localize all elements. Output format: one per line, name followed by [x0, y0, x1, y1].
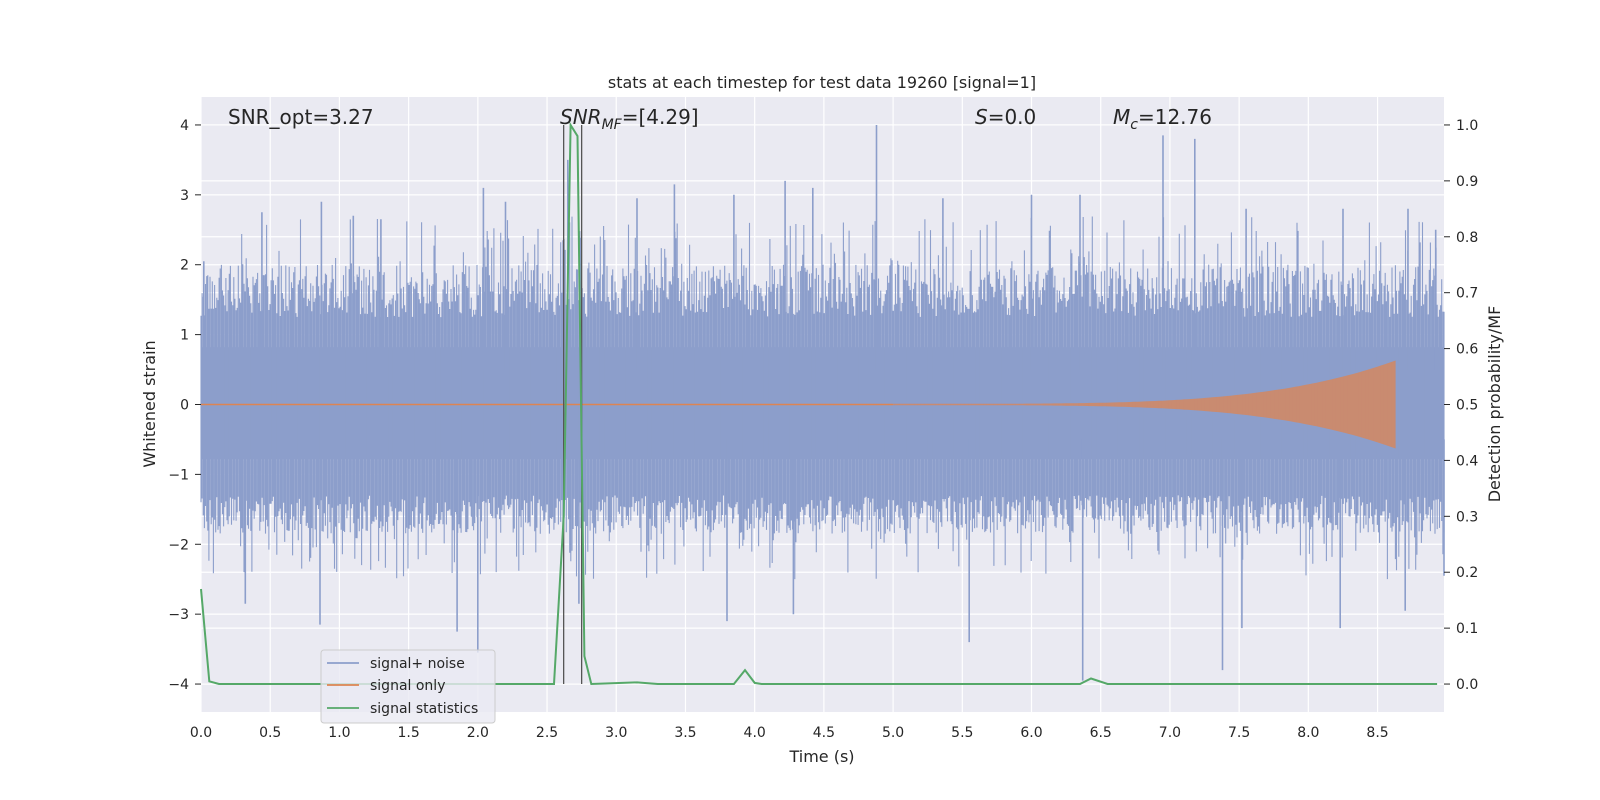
s-value: =0.0	[988, 105, 1037, 129]
y-left-tick-label: −2	[168, 537, 189, 553]
x-tick-label: 8.5	[1366, 725, 1388, 741]
y-left-tick-labels: 4 3 2 1 0 −1 −2 −3 −4	[168, 118, 201, 693]
legend: signal+ noise signal only signal statist…	[320, 649, 496, 724]
noise-spikes	[203, 125, 1445, 681]
y-right-tick-labels: 1.0 0.9 0.8 0.7 0.6 0.5 0.4 0.3 0.2 0.1 0.0	[1444, 118, 1478, 693]
y-left-tick-label: 3	[180, 188, 189, 204]
x-tick-label: 1.0	[328, 725, 350, 741]
y-left-tick-label: −3	[168, 607, 189, 623]
x-tick-label: 6.5	[1090, 725, 1112, 741]
x-tick-label: 4.5	[813, 725, 835, 741]
y-left-tick-label: 0	[180, 398, 189, 414]
signal-series	[201, 360, 1396, 449]
y-right-tick-label: 0.4	[1456, 453, 1478, 469]
x-tick-label: 5.0	[882, 725, 904, 741]
snr-mf-annotation: SNRMF=[4.29]	[560, 105, 699, 133]
x-tick-label: 5.5	[951, 725, 973, 741]
mc-annotation: Mc=12.76	[1113, 105, 1212, 133]
x-tick-label: 8.0	[1297, 725, 1319, 741]
y-right-tick-label: 1.0	[1456, 118, 1478, 134]
y-right-axis-title: Detection probability/MF	[1485, 306, 1504, 503]
x-axis-title: Time (s)	[788, 747, 854, 766]
y-right-tick-label: 0.8	[1456, 230, 1478, 246]
signal-chirp-envelope	[893, 360, 1396, 449]
y-left-tick-label: 4	[180, 118, 189, 134]
snr-opt-annotation: SNR_opt=3.27	[228, 105, 374, 129]
legend-label-signal-statistics: signal statistics	[370, 701, 478, 717]
x-tick-label: 7.5	[1228, 725, 1250, 741]
noise-trace	[200, 216, 1445, 580]
snr-mf-main: SNR	[560, 105, 602, 129]
chart-title: stats at each timestep for test data 192…	[608, 73, 1036, 92]
x-tick-label: 1.5	[397, 725, 419, 741]
y-right-tick-label: 0.1	[1456, 621, 1478, 637]
x-tick-label: 2.0	[467, 725, 489, 741]
x-tick-label: 6.0	[1020, 725, 1042, 741]
legend-label-signal-noise: signal+ noise	[370, 656, 465, 672]
y-left-tick-label: 2	[180, 258, 189, 274]
x-tick-label: 7.0	[1159, 725, 1181, 741]
y-left-tick-label: 1	[180, 328, 189, 344]
y-right-tick-label: 0.7	[1456, 286, 1478, 302]
snr-mf-subscript: MF	[602, 117, 623, 133]
y-right-tick-label: 0.2	[1456, 565, 1478, 581]
y-left-tick-label: −4	[168, 677, 189, 693]
y-right-tick-label: 0.0	[1456, 677, 1478, 693]
x-tick-label: 4.0	[744, 725, 766, 741]
s-annotation: S=0.0	[975, 105, 1036, 129]
x-tick-label: 0.5	[259, 725, 281, 741]
legend-label-signal-only: signal only	[370, 678, 445, 694]
y-right-tick-label: 0.3	[1456, 509, 1478, 525]
legend-box	[320, 649, 496, 724]
mc-value: =12.76	[1138, 105, 1212, 129]
x-tick-label: 0.0	[190, 725, 212, 741]
x-tick-label: 3.5	[674, 725, 696, 741]
y-right-tick-label: 0.9	[1456, 174, 1478, 190]
s-main: S	[975, 105, 988, 129]
mc-subscript: c	[1130, 117, 1138, 133]
y-left-tick-label: −1	[168, 467, 189, 483]
mc-main: M	[1113, 105, 1130, 129]
x-tick-label: 3.0	[605, 725, 627, 741]
y-right-tick-label: 0.6	[1456, 342, 1478, 358]
x-tick-label: 2.5	[536, 725, 558, 741]
y-right-tick-label: 0.5	[1456, 398, 1478, 414]
x-tick-labels: 0.0 0.5 1.0 1.5 2.0 2.5 3.0 3.5 4.0 4.5 5.0 5.5 6.0 6…	[190, 725, 1389, 741]
y-left-axis-title: Whitened strain	[140, 340, 159, 467]
snr-mf-value: =[4.29]	[622, 105, 699, 129]
